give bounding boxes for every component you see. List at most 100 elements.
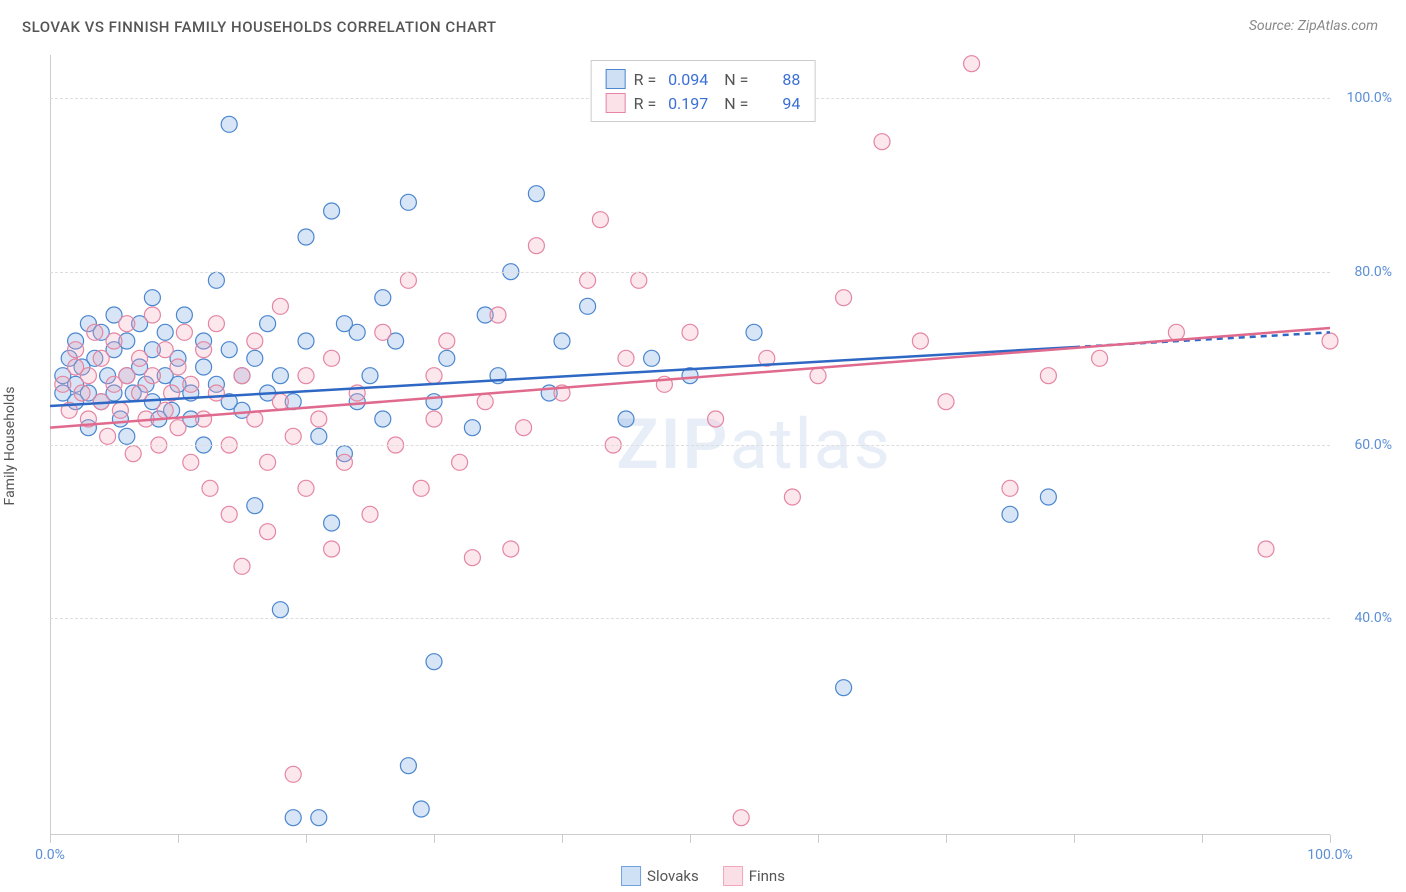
legend-swatch	[621, 866, 641, 886]
data-point	[221, 116, 237, 132]
data-point	[183, 454, 199, 470]
x-tick	[818, 835, 819, 843]
data-point	[1040, 489, 1056, 505]
data-point	[631, 272, 647, 288]
legend-r: R = 0.094	[634, 70, 709, 89]
data-point	[247, 333, 263, 349]
data-point	[1002, 506, 1018, 522]
x-tick	[946, 835, 947, 843]
data-point	[125, 446, 141, 462]
data-point	[144, 290, 160, 306]
legend-stats-row: R = 0.094 N = 88	[606, 67, 801, 91]
data-point	[221, 506, 237, 522]
series-legend: Slovaks Finns	[621, 866, 785, 886]
data-point	[183, 376, 199, 392]
x-tick	[434, 835, 435, 843]
data-point	[964, 56, 980, 72]
data-point	[477, 394, 493, 410]
data-point	[196, 342, 212, 358]
data-point	[324, 350, 340, 366]
data-point	[1168, 324, 1184, 340]
x-tick	[562, 835, 563, 843]
data-point	[298, 333, 314, 349]
x-tick	[50, 835, 51, 843]
data-point	[196, 411, 212, 427]
legend-item: Finns	[723, 866, 785, 886]
data-point	[912, 333, 928, 349]
data-point	[272, 394, 288, 410]
data-point	[362, 368, 378, 384]
data-point	[324, 541, 340, 557]
data-point	[119, 368, 135, 384]
data-point	[298, 368, 314, 384]
data-point	[426, 411, 442, 427]
data-point	[528, 186, 544, 202]
data-point	[285, 810, 301, 826]
data-point	[874, 134, 890, 150]
data-point	[464, 420, 480, 436]
data-point	[260, 316, 276, 332]
gridline	[50, 272, 1330, 273]
data-point	[100, 428, 116, 444]
data-point	[176, 324, 192, 340]
data-point	[426, 394, 442, 410]
data-point	[375, 324, 391, 340]
x-tick	[306, 835, 307, 843]
data-point	[311, 428, 327, 444]
data-point	[208, 316, 224, 332]
legend-swatch	[606, 93, 626, 113]
data-point	[260, 454, 276, 470]
gridline	[50, 445, 1330, 446]
data-point	[247, 498, 263, 514]
y-tick-label: 40.0%	[1337, 610, 1392, 626]
data-point	[311, 411, 327, 427]
x-tick-label: 0.0%	[35, 847, 65, 863]
data-point	[272, 368, 288, 384]
data-point	[1002, 480, 1018, 496]
data-point	[400, 194, 416, 210]
data-point	[106, 333, 122, 349]
data-point	[554, 333, 570, 349]
y-tick-label: 80.0%	[1337, 264, 1392, 280]
data-point	[68, 342, 84, 358]
data-point	[157, 342, 173, 358]
data-point	[426, 654, 442, 670]
data-point	[592, 212, 608, 228]
y-tick-label: 60.0%	[1337, 437, 1392, 453]
data-point	[682, 324, 698, 340]
data-point	[285, 766, 301, 782]
data-point	[810, 368, 826, 384]
data-point	[119, 428, 135, 444]
data-point	[234, 368, 250, 384]
data-point	[490, 307, 506, 323]
data-point	[272, 602, 288, 618]
data-point	[784, 489, 800, 505]
chart-plot-area: ZIPatlas 40.0%60.0%80.0%100.0%0.0%100.0%	[50, 55, 1330, 835]
data-point	[580, 272, 596, 288]
data-point	[836, 680, 852, 696]
data-point	[528, 238, 544, 254]
data-point	[1322, 333, 1338, 349]
data-point	[400, 758, 416, 774]
x-tick	[1074, 835, 1075, 843]
data-point	[644, 350, 660, 366]
data-point	[132, 385, 148, 401]
data-point	[362, 506, 378, 522]
data-point	[439, 350, 455, 366]
data-point	[733, 810, 749, 826]
data-point	[247, 350, 263, 366]
data-point	[80, 368, 96, 384]
legend-item: Slovaks	[621, 866, 699, 886]
stats-legend: R = 0.094 N = 88R = 0.197 N = 94	[591, 60, 816, 122]
x-tick	[1202, 835, 1203, 843]
data-point	[208, 272, 224, 288]
legend-stats-row: R = 0.197 N = 94	[606, 91, 801, 115]
legend-r: R = 0.197	[634, 94, 709, 113]
data-point	[375, 411, 391, 427]
data-point	[144, 368, 160, 384]
data-point	[260, 524, 276, 540]
data-point	[170, 420, 186, 436]
legend-n: N = 88	[716, 70, 800, 89]
data-point	[298, 229, 314, 245]
data-point	[439, 333, 455, 349]
